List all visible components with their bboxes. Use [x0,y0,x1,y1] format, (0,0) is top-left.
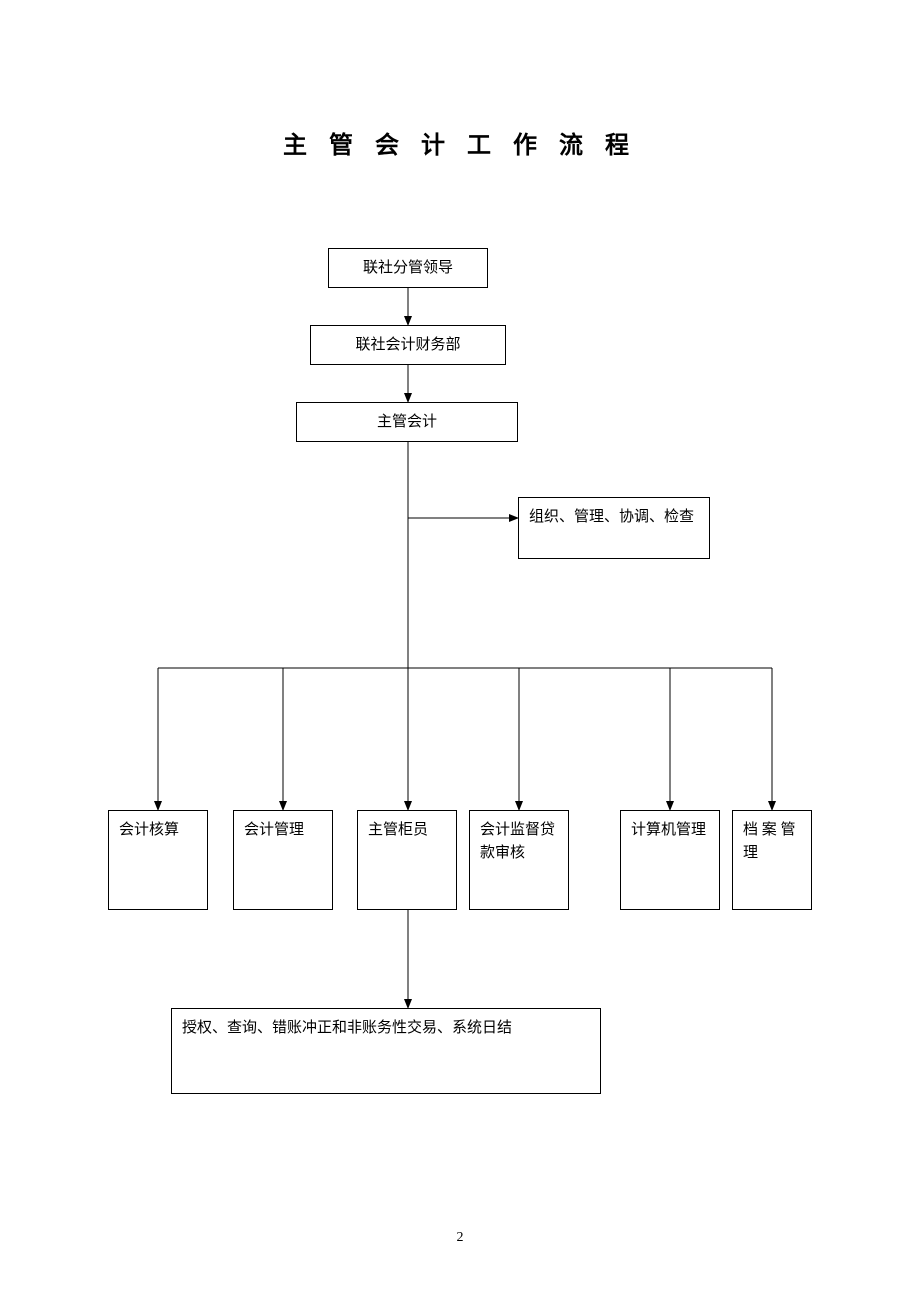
page-number: 2 [0,1230,920,1246]
flowchart-node-r6: 档 案 管 理 [732,810,812,910]
flowchart-node-n4: 组织、管理、协调、检查 [518,497,710,559]
flowchart-connectors [0,0,920,1302]
flowchart-node-r3: 主管柜员 [357,810,457,910]
flowchart-node-r2: 会计管理 [233,810,333,910]
flowchart-node-bottom: 授权、查询、错账冲正和非账务性交易、系统日结 [171,1008,601,1094]
flowchart-node-n1: 联社分管领导 [328,248,488,288]
flowchart-node-r5: 计算机管理 [620,810,720,910]
page-title: 主 管 会 计 工 作 流 程 [0,125,920,160]
flowchart-node-r4: 会计监督贷款审核 [469,810,569,910]
flowchart-node-n3: 主管会计 [296,402,518,442]
flowchart-node-n2: 联社会计财务部 [310,325,506,365]
flowchart-node-r1: 会计核算 [108,810,208,910]
